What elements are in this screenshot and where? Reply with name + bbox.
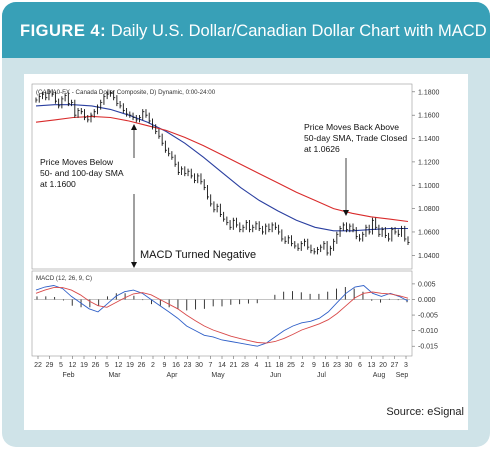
annotation-macd-text: MACD Turned Negative [140,249,256,261]
annotation-above-line2: 50-day SMA, Trade Closed [304,133,407,143]
macd-y-axis: 0.005 0.000 -0.005 -0.010 -0.015 [412,281,438,351]
figure-frame: FIGURE 4: Daily U.S. Dollar/Canadian Dol… [2,2,490,447]
x-tick-label: 30 [195,362,203,369]
chart-svg: (CAD A0-FX - Canada Dollar Composite, D)… [31,83,440,379]
macd-pane [31,270,413,357]
price-y-tick-label: 1.0400 [418,253,440,260]
x-month-label: Mar [108,372,121,379]
macd-y-tick-label: 0.005 [418,281,436,288]
price-series [35,89,410,256]
annotation-above-line1: Price Moves Back Above [304,122,399,132]
figure-title-text: Daily U.S. Dollar/Canadian Dollar Chart … [110,22,487,40]
x-tick-label: 2 [301,362,305,369]
annotation-back-above: Price Moves Back Above 50-day SMA, Trade… [304,122,407,216]
x-month-label: Jun [270,372,281,379]
figure-label: FIGURE 4: [20,22,107,40]
x-tick-label: 22 [34,362,42,369]
x-tick-label: 30 [345,362,353,369]
x-tick-label: 26 [138,362,146,369]
annotation-below-line3: at 1.1600 [40,179,76,189]
x-tick-label: 9 [163,362,167,369]
macd-chart-label: MACD (12, 26, 9, C) [36,275,92,282]
annotation-below-line1: Price Moves Below [40,157,114,167]
price-y-tick-label: 1.0600 [418,229,440,236]
x-tick-label: 2 [151,362,155,369]
figure-title: FIGURE 4: Daily U.S. Dollar/Canadian Dol… [20,22,487,41]
figure-header: FIGURE 4: Daily U.S. Dollar/Canadian Dol… [2,2,490,58]
price-chart-label: (CAD A0-FX - Canada Dollar Composite, D)… [36,89,216,96]
macd-y-tick-label: -0.005 [418,313,438,320]
x-month-label: May [211,372,225,379]
x-tick-label: 5 [59,362,63,369]
x-tick-label: 11 [264,362,271,369]
annotation-macd-negative: MACD Turned Negative [131,194,256,268]
price-y-tick-label: 1.1400 [418,136,440,143]
macd-histogram [36,287,408,311]
x-tick-label: 19 [80,362,88,369]
x-month-label: Aug [373,372,386,379]
arrow-below-head [131,124,137,130]
x-tick-label: 9 [312,362,316,369]
x-tick-label: 12 [69,362,77,369]
x-axis: 22 29 5 12 19 26 5 12 19 26 2 9 16 23 30 7 14 21 28 4 11 18 25… [34,356,408,379]
x-tick-label: 16 [322,362,330,369]
x-tick-label: 28 [241,362,249,369]
annotation-below-sma: Price Moves Below 50- and 100-day SMA at… [40,124,137,189]
x-tick-label: 13 [368,362,376,369]
x-tick-label: 16 [172,362,180,369]
source-credit: Source: eSignal [386,406,464,418]
price-y-tick-label: 1.1600 [418,113,440,120]
macd-signal-line [35,287,409,344]
x-tick-label: 19 [126,362,134,369]
price-y-tick-label: 1.1200 [418,159,440,166]
x-tick-label: 25 [287,362,295,369]
x-tick-label: 27 [391,362,399,369]
x-tick-label: 23 [184,362,192,369]
macd-y-tick-label: 0.000 [418,297,436,304]
x-tick-label: 21 [230,362,238,369]
x-tick-label: 14 [218,362,226,369]
price-y-tick-label: 1.1000 [418,183,440,190]
x-month-label: Apr [167,372,179,379]
price-pane [31,83,413,270]
chart-panel: (CAD A0-FX - Canada Dollar Composite, D)… [24,74,468,430]
x-tick-label: 18 [276,362,284,369]
x-tick-label: 12 [115,362,123,369]
x-tick-label: 4 [255,362,259,369]
macd-line [35,285,409,347]
macd-lines [35,285,409,347]
x-month-label: Feb [62,372,74,379]
x-tick-label: 29 [46,362,54,369]
x-month-label: Sep [396,372,409,379]
x-tick-label: 23 [333,362,341,369]
annotation-above-line3: at 1.0626 [304,144,340,154]
macd-y-tick-label: -0.015 [418,344,438,351]
price-y-tick-label: 1.1800 [418,89,440,96]
x-month-label: Jul [317,372,326,379]
x-tick-label: 7 [209,362,213,369]
x-tick-label: 5 [105,362,109,369]
x-tick-label: 20 [379,362,387,369]
price-y-axis: 1.1800 1.1600 1.1400 1.1200 1.1000 1.0800 1.06… [412,89,440,260]
annotation-below-line2: 50- and 100-day SMA [40,168,124,178]
arrow-macd-head [131,262,137,268]
x-tick-label: 3 [404,362,408,369]
arrow-above-head [343,210,349,216]
x-tick-label: 6 [358,362,362,369]
x-tick-label: 26 [92,362,100,369]
price-y-tick-label: 1.0800 [418,206,440,213]
macd-y-tick-label: -0.010 [418,328,438,335]
